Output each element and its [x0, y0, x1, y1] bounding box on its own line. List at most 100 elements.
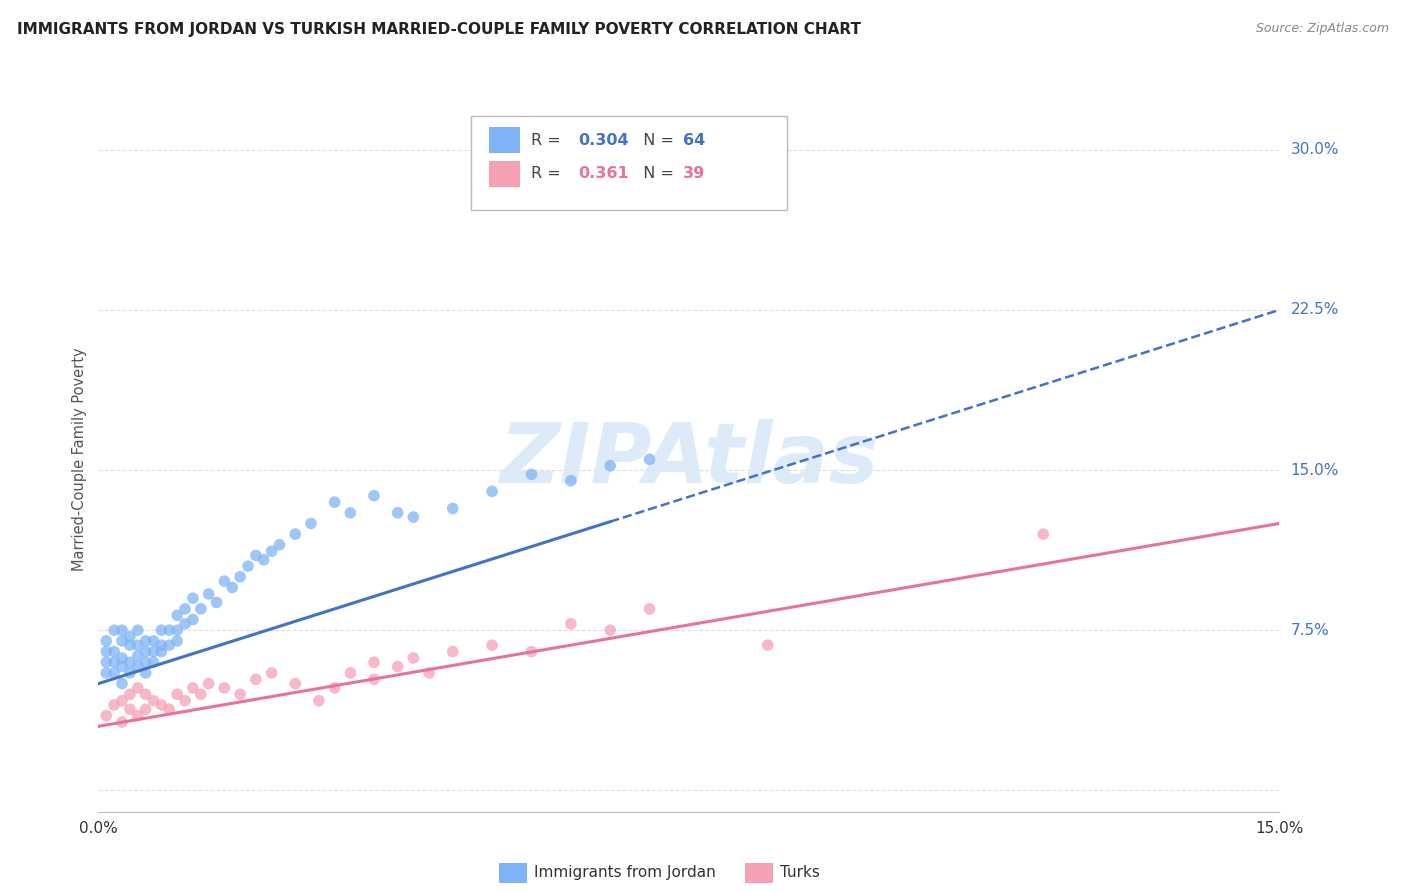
Point: [284, 676, 307, 690]
Point: [103, 655, 125, 669]
Point: [103, 644, 125, 658]
Point: [111, 676, 134, 690]
Point: [756, 638, 779, 652]
Point: [205, 595, 228, 609]
Point: [339, 665, 361, 680]
Point: [560, 616, 582, 631]
Text: R =: R =: [531, 133, 567, 147]
Point: [520, 644, 543, 658]
Point: [118, 665, 141, 680]
Point: [111, 624, 134, 638]
Point: [118, 702, 141, 716]
Point: [111, 694, 134, 708]
Y-axis label: Married-Couple Family Poverty: Married-Couple Family Poverty: [72, 348, 87, 571]
Point: [638, 602, 661, 616]
Point: [142, 633, 165, 648]
Point: [599, 624, 621, 638]
Point: [363, 673, 385, 687]
Point: [135, 702, 157, 716]
Point: [181, 613, 204, 627]
Point: [387, 659, 409, 673]
Point: [363, 655, 385, 669]
Point: [111, 651, 134, 665]
Point: [245, 673, 267, 687]
Text: Turks: Turks: [780, 865, 820, 880]
Text: 30.0%: 30.0%: [1291, 142, 1339, 157]
Text: ZIPAtlas: ZIPAtlas: [499, 419, 879, 500]
Point: [214, 681, 236, 695]
Point: [214, 574, 236, 588]
Point: [418, 665, 440, 680]
Point: [441, 644, 464, 658]
Point: [118, 638, 141, 652]
Text: 64: 64: [683, 133, 706, 147]
Point: [323, 495, 346, 509]
Point: [103, 624, 125, 638]
Point: [245, 549, 267, 563]
Point: [166, 633, 188, 648]
Point: [96, 633, 118, 648]
Point: [253, 553, 276, 567]
Point: [236, 559, 259, 574]
Point: [96, 644, 118, 658]
Point: [269, 538, 291, 552]
Point: [127, 681, 149, 695]
Point: [197, 587, 219, 601]
Point: [284, 527, 307, 541]
Point: [103, 665, 125, 680]
Text: N =: N =: [633, 133, 679, 147]
Point: [166, 608, 188, 623]
Point: [142, 644, 165, 658]
Point: [638, 452, 661, 467]
Point: [118, 630, 141, 644]
Point: [229, 570, 252, 584]
Text: 0.304: 0.304: [578, 133, 628, 147]
Point: [441, 501, 464, 516]
Point: [150, 638, 173, 652]
Point: [157, 624, 180, 638]
Point: [339, 506, 361, 520]
Point: [142, 694, 165, 708]
Point: [260, 665, 283, 680]
Point: [174, 694, 197, 708]
Point: [127, 648, 149, 663]
Point: [181, 591, 204, 606]
Point: [96, 708, 118, 723]
Point: [520, 467, 543, 482]
Point: [166, 687, 188, 701]
Point: [363, 489, 385, 503]
Point: [190, 687, 212, 701]
Text: Immigrants from Jordan: Immigrants from Jordan: [534, 865, 716, 880]
Point: [111, 714, 134, 729]
Point: [402, 510, 425, 524]
Point: [96, 655, 118, 669]
Text: R =: R =: [531, 167, 567, 181]
Point: [221, 581, 243, 595]
Point: [142, 655, 165, 669]
Point: [229, 687, 252, 701]
Point: [111, 633, 134, 648]
Point: [127, 638, 149, 652]
Point: [127, 659, 149, 673]
Point: [127, 708, 149, 723]
Point: [197, 676, 219, 690]
Point: [135, 633, 157, 648]
Point: [481, 638, 503, 652]
Text: Source: ZipAtlas.com: Source: ZipAtlas.com: [1256, 22, 1389, 36]
Point: [260, 544, 283, 558]
Point: [190, 602, 212, 616]
Point: [118, 687, 141, 701]
Point: [135, 665, 157, 680]
Point: [157, 638, 180, 652]
Text: N =: N =: [633, 167, 679, 181]
Point: [166, 624, 188, 638]
Point: [127, 624, 149, 638]
Point: [402, 651, 425, 665]
Text: 15.0%: 15.0%: [1291, 463, 1339, 477]
Text: 39: 39: [683, 167, 706, 181]
Text: 0.361: 0.361: [578, 167, 628, 181]
Point: [174, 602, 197, 616]
Point: [96, 665, 118, 680]
Point: [181, 681, 204, 695]
Point: [323, 681, 346, 695]
